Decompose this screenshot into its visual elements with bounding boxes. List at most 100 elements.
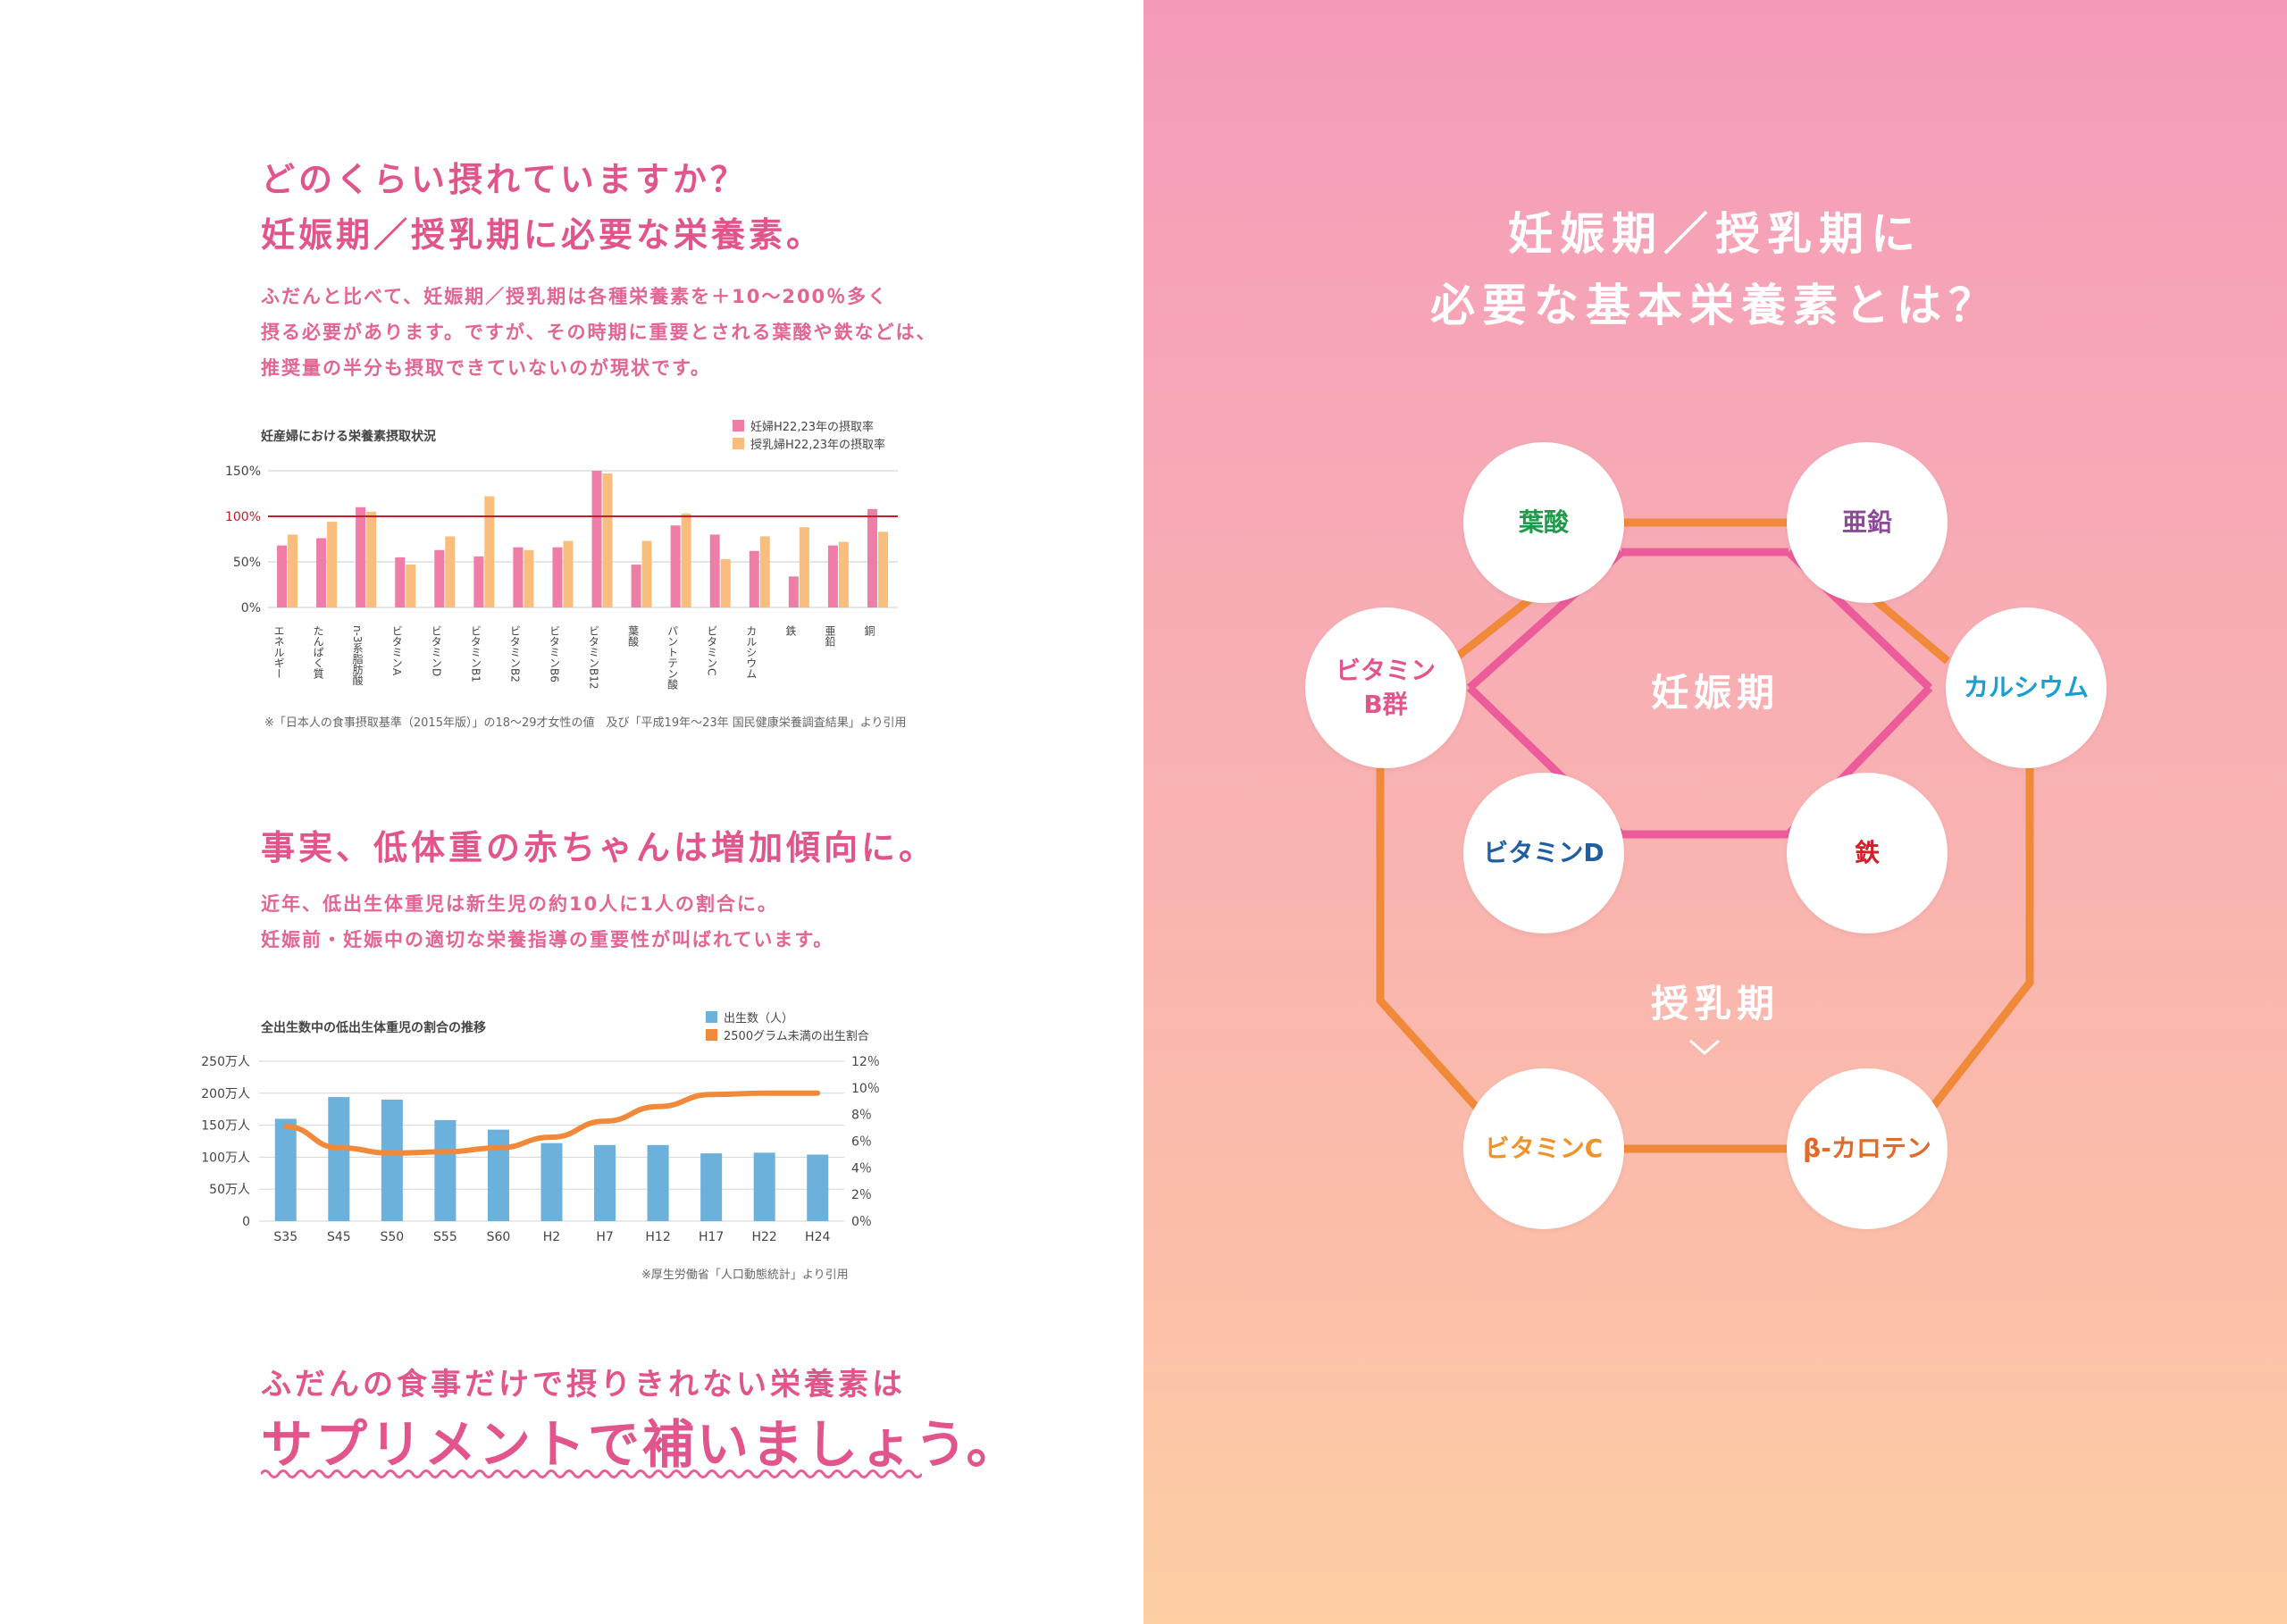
y-tick-label: 0% [241, 601, 261, 615]
y-tick-label: 50% [233, 556, 261, 570]
section1-body-line: 摂る必要があります。ですが、その時期に重要とされる葉酸や鉄などは、 [261, 322, 937, 343]
legend-swatch-births [706, 1010, 717, 1023]
bar [288, 534, 298, 607]
node-zinc: 亜鉛 [1787, 442, 1948, 603]
x-tick-label: 銅 [863, 625, 875, 636]
chart1-note: ※「日本人の食事摂取基準（2015年版）」の18〜29才女性の値 及び「平成19… [264, 716, 907, 730]
y-right-tick-label: 10％ [851, 1082, 880, 1096]
legend-swatch-pregnant [733, 419, 744, 431]
chart2-note: ※厚生労働省「人口動態統計」より引用 [641, 1268, 849, 1282]
bar [877, 532, 888, 607]
bar [709, 534, 720, 607]
series-line-low-birth-weight [282, 1090, 821, 1156]
bar [366, 511, 377, 607]
bar [395, 557, 406, 607]
x-tick-label: ビタミンB12 [588, 625, 600, 690]
x-tick-label: S55 [433, 1230, 457, 1244]
orange-link-calcium-betacarotene [1922, 768, 2034, 1119]
node-folic-acid: 葉酸 [1463, 442, 1624, 603]
bar [641, 540, 652, 607]
nutrient-diagram-lines [1376, 518, 2034, 1153]
bar [445, 536, 456, 607]
chart1-legend: 妊婦H22,23年の摂取率 授乳婦H22,23年の摂取率 [733, 416, 885, 452]
y-left-tick-label: 200万人 [201, 1087, 250, 1101]
node-calcium: カルシウム [1946, 607, 2107, 768]
x-tick-label: 亜鉛 [824, 625, 836, 647]
x-tick-label: ビタミンB1 [469, 625, 482, 682]
label-lactation: 授乳期 [1650, 982, 1780, 1025]
y-right-tick-label: 8％ [851, 1109, 872, 1123]
bar [563, 540, 574, 607]
x-tick-label: H24 [805, 1230, 830, 1244]
x-tick-label: S35 [273, 1230, 297, 1244]
bar [277, 545, 288, 607]
bar [827, 545, 838, 607]
legend-label: 2500グラム未満の出生割合 [724, 1029, 869, 1043]
x-tick-label: ビタミンC [706, 625, 718, 676]
bar [867, 508, 877, 607]
section1-body-line: 推奨量の半分も摂取できていないのが現状です。 [261, 357, 711, 379]
y-left-tick-label: 0 [242, 1215, 250, 1229]
bar [799, 527, 809, 607]
bar [327, 522, 338, 607]
x-tick-label: エネルギー [272, 625, 285, 679]
node-label: ビタミン B群 [1335, 656, 1436, 719]
section1-heading-line2: 妊娠期／授乳期に必要な栄養素。 [261, 215, 825, 255]
y-right-tick-label: 12％ [851, 1055, 880, 1069]
bar [753, 1152, 775, 1221]
bar [631, 565, 641, 607]
x-tick-label: カルシウム [745, 625, 758, 679]
chart2-title: 全出生数中の低出生体重児の割合の推移 [261, 1021, 486, 1035]
x-tick-label: 鉄 [784, 624, 797, 636]
bar [316, 538, 327, 607]
legend-label: 妊婦H22,23年の摂取率 [750, 420, 874, 434]
closing-line2: サプリメントで補いましょう。 [261, 1414, 1021, 1475]
y-tick-label: 150% [225, 465, 261, 479]
bar [700, 1153, 723, 1221]
chevron-down-icon [1689, 1039, 1720, 1055]
y-left-tick-label: 50万人 [209, 1183, 250, 1197]
bar [759, 536, 770, 607]
bar [484, 496, 495, 607]
bar [274, 1118, 297, 1221]
legend-swatch-lactating [733, 437, 744, 449]
x-tick-label: ビタミンD [430, 625, 442, 677]
node-label: ビタミンC [1484, 1134, 1604, 1163]
bar [594, 1144, 616, 1221]
orange-link-vitc-vitb [1376, 768, 1488, 1120]
bar [807, 1154, 829, 1221]
node-beta-carotene: β-カロテン [1787, 1068, 1948, 1229]
node-label: 葉酸 [1518, 507, 1569, 537]
x-tick-label: ビタミンB2 [508, 625, 521, 682]
legend-label: 授乳婦H22,23年の摂取率 [750, 438, 885, 452]
x-tick-label: たんぱく質 [312, 625, 324, 680]
bar [681, 513, 691, 607]
section1-body-line: ふだんと比べて、妊娠期／授乳期は各種栄養素を＋10〜200％多く [261, 286, 889, 307]
bar [591, 471, 602, 607]
section2-heading: 事実、低体重の赤ちゃんは増加傾向に。 [261, 828, 937, 867]
bar [434, 1119, 457, 1221]
chart1-title: 妊産婦における栄養素摂取状況 [261, 430, 436, 444]
x-tick-label: S60 [487, 1230, 511, 1244]
bar [838, 541, 849, 607]
bar [406, 565, 416, 607]
section1-body: ふだんと比べて、妊娠期／授乳期は各種栄養素を＋10〜200％多く 摂る必要があり… [261, 279, 936, 386]
bar [487, 1129, 509, 1221]
y-left-tick-label: 250万人 [201, 1055, 250, 1069]
bar [647, 1144, 669, 1221]
x-tick-label: パントテン酸 [666, 625, 679, 690]
bar [328, 1097, 350, 1221]
bar [540, 1143, 563, 1221]
node-label: カルシウム [1963, 673, 2089, 702]
bar [552, 547, 563, 607]
node-iron: 鉄 [1787, 773, 1948, 933]
bar [670, 525, 681, 607]
y-right-tick-label: 6％ [851, 1135, 872, 1150]
label-pregnancy: 妊娠期 [1650, 671, 1780, 715]
bar [602, 473, 613, 607]
node-vitamin-c: ビタミンC [1463, 1068, 1624, 1229]
x-tick-label: ビタミンB6 [548, 625, 560, 682]
bar [381, 1099, 403, 1221]
section2-body-line: 妊娠前・妊娠中の適切な栄養指導の重要性が叫ばれています。 [261, 929, 834, 950]
x-tick-label: S50 [381, 1230, 405, 1244]
